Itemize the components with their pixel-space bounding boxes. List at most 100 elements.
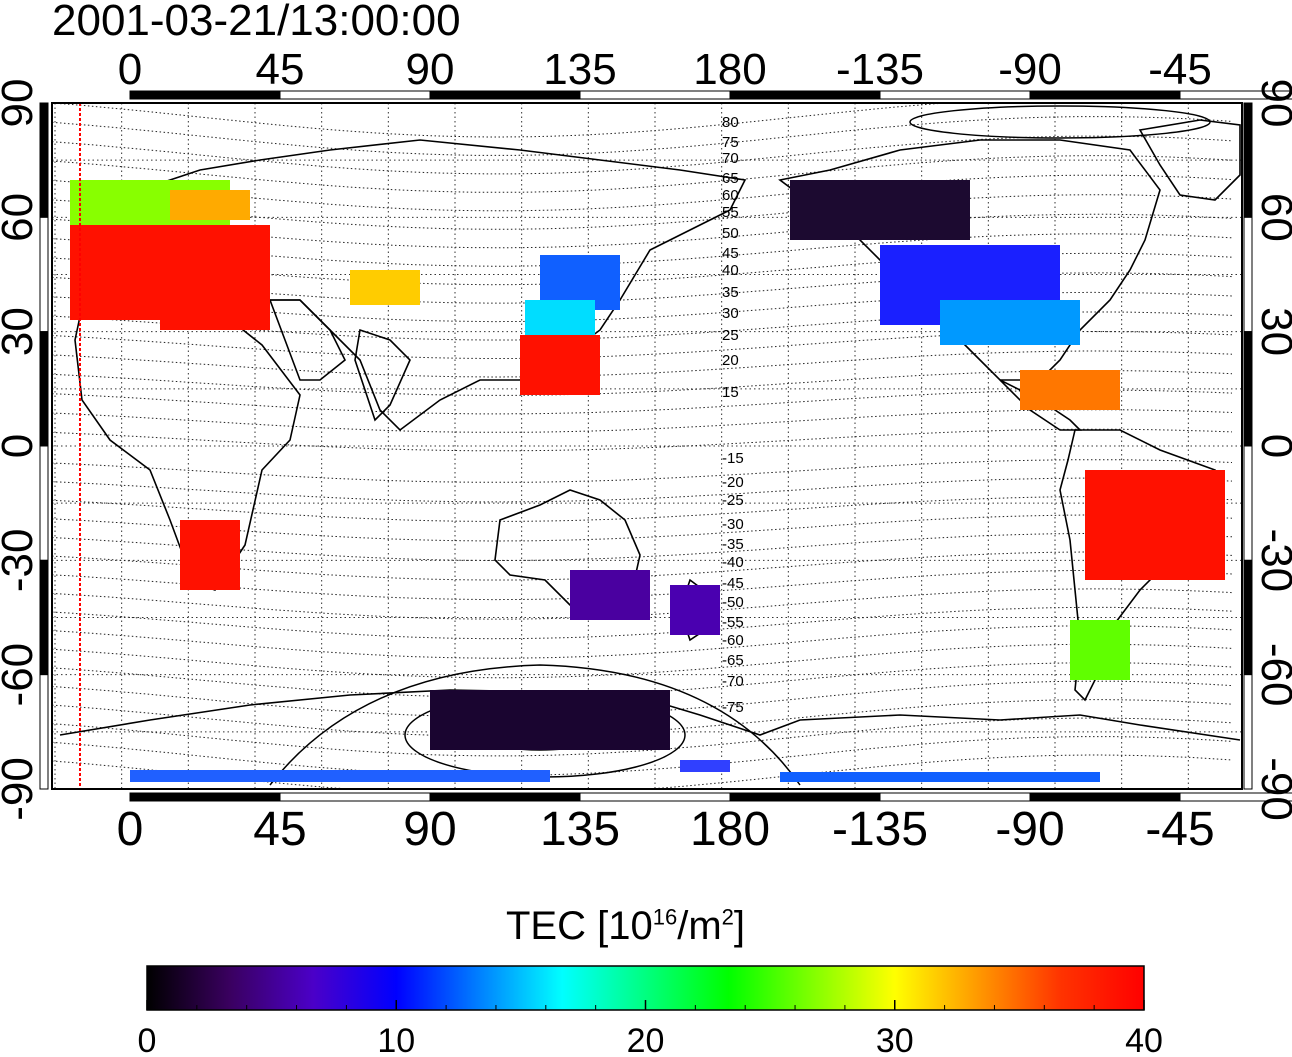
contour-value-label: 60 [722,187,739,204]
latitude-tick-label: 90 [0,79,42,128]
latitude-tick-label: 90 [1252,79,1292,128]
contour-value-label: 80 [722,114,739,131]
frame-tick-bar [1029,792,1181,802]
contour-value-label: 75 [722,134,739,151]
frame-tick-bar [1179,792,1292,802]
latitude-tick-label: -90 [0,757,42,821]
longitude-bottom-labels: 0 45 90 135 180 -135 -90 -45 [117,803,1215,856]
longitude-tick-label: -135 [836,45,924,94]
longitude-tick-label: -90 [998,45,1062,94]
contour-value-label: 40 [722,262,739,279]
frame-tick-bar [579,792,731,802]
contour-line [52,588,1233,620]
contour-line [52,428,1233,452]
contour-line [52,155,1233,193]
tec-observations [70,180,1225,782]
south-america-red-region [1085,470,1225,580]
south-africa-region [180,520,240,590]
contour-value-label: -45 [722,575,744,592]
contour-value-label: 25 [722,327,739,344]
longitude-tick-label: -45 [1148,45,1212,94]
contour-value-label: 50 [722,225,739,242]
contour-value-label: -30 [722,516,744,533]
contour-value-label: -15 [722,450,744,467]
longitude-tick-label: 0 [117,803,144,856]
longitude-tick-label: 45 [253,803,306,856]
japan-cyan-region [525,300,595,340]
frame-tick-bar [1243,216,1253,333]
frame-tick-marks [39,90,1292,802]
frame-tick-bar [729,792,881,802]
south-pole-contour-outer [269,664,801,786]
contour-value-label: 35 [722,284,739,301]
latitude-tick-label: 0 [1252,434,1292,458]
latitude-tick-label: -30 [0,529,42,593]
contour-line [52,569,1233,601]
latitude-tick-label: 30 [1252,307,1292,356]
map-frame [51,102,1243,790]
longitude-tick-label: 135 [543,45,616,94]
contour-line [52,699,1233,737]
contour-value-label: -25 [722,492,744,509]
contour-value-label: 30 [722,305,739,322]
frame-tick-bar [1179,90,1292,100]
latitude-tick-label: -90 [1252,757,1292,821]
longitude-tick-label: 90 [403,803,456,856]
contour-value-label: 70 [722,150,739,167]
colorbar-label: TEC [1016/m2] [506,904,746,948]
contour-line [52,477,1233,503]
europe-high-tec-region [70,205,270,330]
contour-value-label: -55 [722,614,744,631]
contour-line [52,643,1233,679]
greenland-outline [1138,119,1241,201]
pacific-dark-region [790,180,970,240]
asia-yellow-region [350,270,420,305]
frame-tick-bar [1243,102,1253,218]
south-america-green-region [1070,620,1130,680]
contour-line [52,662,1233,698]
contour-line [52,409,1233,433]
longitude-tick-label: 90 [406,45,455,94]
contour-line [52,459,1233,483]
latitude-tick-label: 30 [0,307,42,356]
contour-line [52,551,1233,581]
australia-purple-region [570,570,650,620]
contour-value-label: -60 [722,632,744,649]
contour-value-label: 45 [722,245,739,262]
latitude-tick-label: 60 [0,193,42,242]
longitude-top-labels: 0 45 90 135 180 -135 -90 -45 [118,45,1212,94]
latitude-tick-label: 0 [0,434,42,458]
contour-value-label: 55 [722,204,739,221]
longitude-tick-label: 180 [693,45,766,94]
map-timestamp: 2001-03-21/13:00:00 [52,0,461,45]
frame-tick-bar [1243,331,1253,447]
frame-tick-bar [1243,559,1253,676]
antarctic-blue-band-west [130,770,550,782]
frame-tick-bar [279,792,431,802]
latitude-tick-label: 60 [1252,193,1292,242]
contour-value-label: 65 [722,170,739,187]
contour-line [52,625,1233,659]
contour-value-label: -70 [722,673,744,690]
antarctica-outline [59,689,1241,741]
latitude-right-labels: 90 60 30 0 -30 -60 -90 [1252,79,1292,821]
colorbar-tick-label: 20 [627,1022,665,1057]
frame-tick-bar [879,792,1031,802]
contour-value-label: -65 [722,652,744,669]
contour-value-label: -75 [722,699,744,716]
baltic-region [170,190,250,220]
contour-value-label: -20 [722,474,744,491]
north-america-cyan-region [940,300,1080,345]
contour-value-label: -35 [722,536,744,553]
contour-value-label: 20 [722,352,739,369]
contour-line [52,680,1233,718]
colorbar-tick-label: 30 [876,1022,914,1057]
latitude-tick-label: -30 [1252,529,1292,593]
antarctica-dark-region [430,690,670,750]
longitude-tick-label: 0 [118,45,142,94]
india-outline [354,328,411,422]
longitude-tick-label: -135 [832,803,928,856]
frame-tick-bar [39,674,49,790]
